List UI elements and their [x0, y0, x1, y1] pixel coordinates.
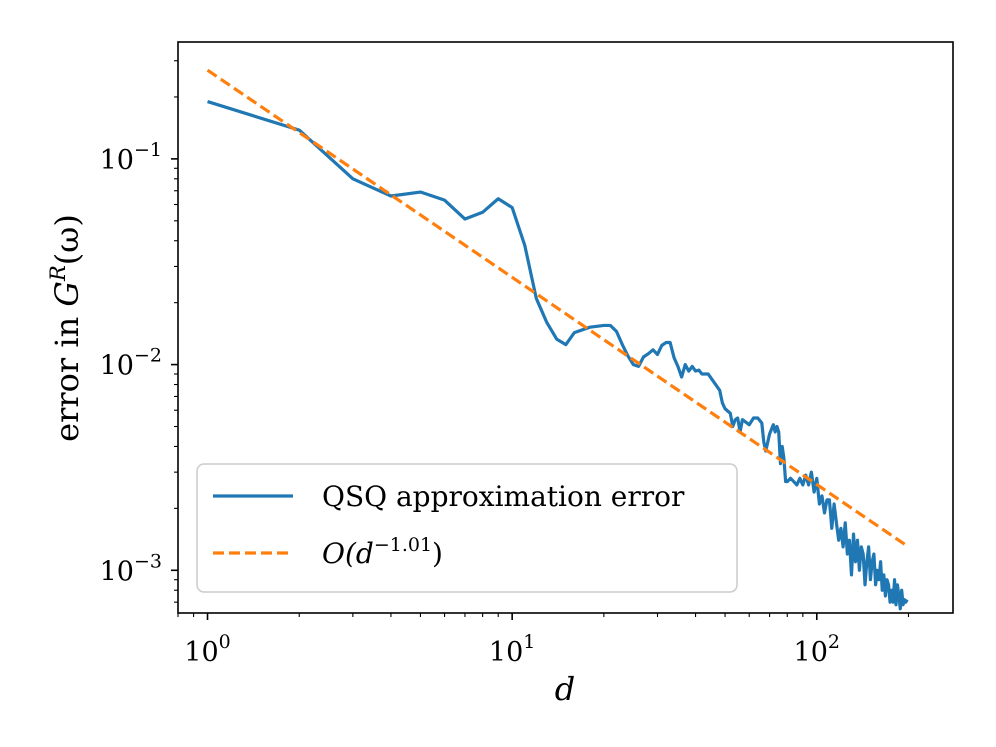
y-tick-label-0.1: 10−1	[100, 139, 162, 176]
legend-label-fit: O(d−1.01)	[322, 534, 443, 570]
series-qsq-line	[207, 100, 909, 611]
x-tick-label-10: 101	[489, 631, 535, 668]
y-tick-label-0.001: 10−3	[100, 550, 162, 587]
x-axis-label: d	[555, 670, 575, 708]
legend-label-fit-end: )	[432, 537, 443, 570]
y-axis-label: error in GR(ω)	[46, 214, 86, 442]
y-axis-label-arg: (ω)	[48, 214, 86, 265]
series-fit-line	[206, 68, 910, 549]
x-tick-label-100: 102	[794, 631, 840, 668]
legend: QSQ approximation error O(d−1.01)	[196, 463, 738, 593]
y-axis-label-sup: R	[46, 265, 70, 282]
legend-label-qsq: QSQ approximation error	[322, 480, 685, 513]
y-tick-label-0.01: 10−2	[100, 345, 162, 382]
legend-box	[196, 463, 738, 593]
x-tick-label-1: 100	[184, 631, 230, 668]
y-axis-label-prefix: error in	[48, 307, 86, 442]
plot-frame	[177, 41, 954, 614]
legend-label-fit-main: O(d	[322, 537, 374, 570]
y-axis-label-g: G	[48, 281, 86, 307]
legend-label-fit-sup: −1.01	[374, 534, 432, 556]
